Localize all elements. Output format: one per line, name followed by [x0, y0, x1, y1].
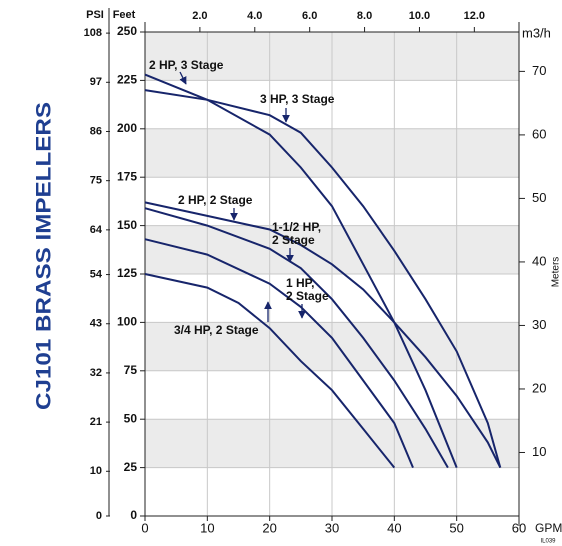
legend-label: 1 HP,: [286, 276, 314, 290]
label-arrow: [179, 71, 187, 85]
x2-tick-label: 2.0: [192, 10, 207, 22]
pump-curve: [144, 89, 502, 468]
x-tick-label: 30: [325, 520, 339, 535]
legend-label: 3/4 HP, 2 Stage: [174, 323, 259, 337]
y-tick-label: 100: [117, 315, 137, 329]
y2-tick-label: 30: [532, 317, 546, 332]
x-tick-label: 60: [512, 520, 526, 535]
y2-tick-label: 10: [532, 444, 546, 459]
x2-tick-label: 6.0: [302, 10, 317, 22]
y2-tick-label: 60: [532, 126, 546, 141]
y-tick-label: 150: [117, 218, 137, 232]
x-tick-label: 0: [141, 520, 148, 535]
y2-tick-label: 40: [532, 253, 546, 268]
psi-tick-label: 108: [84, 27, 102, 39]
meters-axis-title: Meters: [551, 257, 562, 288]
psi-tick-label: 32: [90, 367, 102, 379]
m3h-axis-title: m3/h: [522, 25, 551, 40]
x-axis-title: GPM: [535, 521, 562, 535]
legend-label: 2 Stage: [272, 233, 315, 247]
y-tick-label: 125: [117, 266, 137, 280]
legend-label: 2 HP, 2 Stage: [178, 193, 253, 207]
pump-curve: [144, 207, 449, 469]
y2-tick-label: 70: [532, 63, 546, 78]
legend-label: 2 Stage: [286, 289, 329, 303]
psi-tick-label: 43: [90, 318, 102, 330]
legend-label: 3 HP, 3 Stage: [260, 92, 335, 106]
y-tick-label: 175: [117, 169, 137, 183]
legend-label: 2 HP, 3 Stage: [149, 58, 224, 72]
psi-tick-label: 64: [90, 224, 103, 236]
chart-title: CJ101 BRASS IMPELLERS: [33, 102, 56, 410]
y-tick-label: 0: [130, 508, 137, 522]
pump-curve: [144, 201, 502, 469]
y-tick-label: 50: [124, 411, 138, 425]
psi-tick-label: 10: [90, 465, 102, 477]
psi-tick-label: 0: [96, 510, 102, 522]
x2-tick-label: 8.0: [357, 10, 372, 22]
psi-tick-label: 97: [90, 76, 102, 88]
y-tick-label: 200: [117, 121, 137, 135]
pump-curve: [144, 73, 458, 468]
x-tick-label: 20: [262, 520, 276, 535]
y-tick-label: 25: [124, 460, 138, 474]
figure-code: IL039: [540, 539, 556, 545]
psi-tick-label: 86: [90, 125, 102, 137]
pump-curve: [144, 238, 414, 468]
x-tick-label: 50: [449, 520, 463, 535]
feet-axis-title: Feet: [113, 9, 136, 21]
y2-tick-label: 20: [532, 380, 546, 395]
y-tick-label: 250: [117, 24, 137, 38]
legend-label: 1-1/2 HP,: [272, 220, 321, 234]
psi-tick-label: 75: [90, 175, 102, 187]
psi-tick-label: 54: [90, 268, 103, 280]
psi-tick-label: 21: [90, 416, 102, 428]
x2-tick-label: 10.0: [409, 10, 430, 22]
psi-axis-title: PSI: [86, 9, 104, 21]
x-tick-label: 40: [387, 520, 401, 535]
y2-tick-label: 50: [532, 190, 546, 205]
x2-tick-label: 4.0: [247, 10, 262, 22]
x-tick-label: 10: [200, 520, 214, 535]
y-tick-label: 75: [124, 363, 138, 377]
x2-tick-label: 12.0: [464, 10, 485, 22]
y-tick-label: 225: [117, 73, 137, 87]
pump-curve: [144, 273, 396, 469]
